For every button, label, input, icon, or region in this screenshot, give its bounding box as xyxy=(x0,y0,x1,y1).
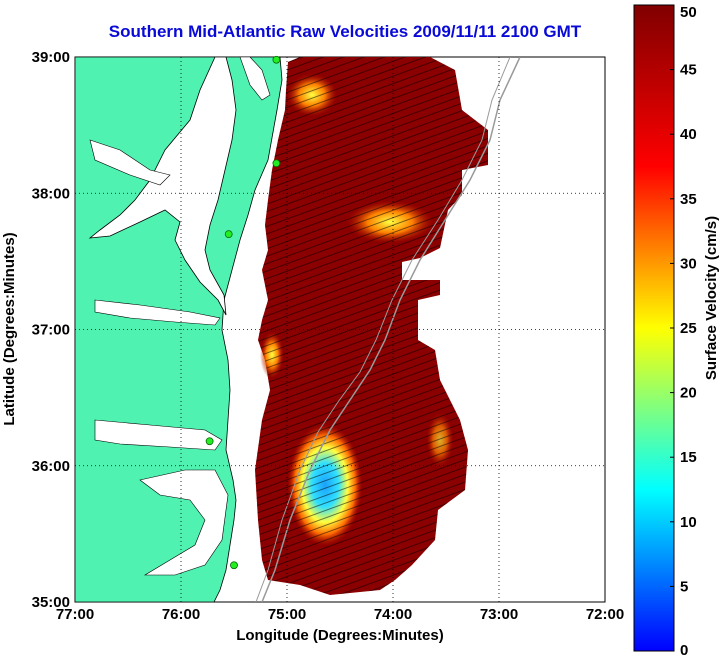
bathymetry-contour xyxy=(261,57,521,602)
y-tick-label: 37:00 xyxy=(32,322,70,339)
x-tick-label: 74:00 xyxy=(374,606,412,623)
y-axis-label: Latitude (Degrees:Minutes) xyxy=(1,232,18,425)
y-tick-labels: 39:00 38:00 37:00 36:00 35:00 xyxy=(32,49,70,611)
graticule xyxy=(75,57,605,602)
station-marker xyxy=(205,437,214,446)
potomac-river xyxy=(89,139,171,186)
delaware-bay xyxy=(239,57,271,101)
station-markers xyxy=(205,55,281,570)
x-tick-label: 77:00 xyxy=(56,606,94,623)
x-tick-labels: 77:00 76:00 75:00 74:00 73:00 72:00 xyxy=(56,606,624,623)
colorbar-tick-label: 45 xyxy=(680,62,697,79)
land-mass xyxy=(75,57,283,602)
chart-title: Southern Mid-Atlantic Raw Velocities 200… xyxy=(108,22,582,41)
colorbar-tick-label: 20 xyxy=(680,385,697,402)
x-tick-label: 75:00 xyxy=(268,606,306,623)
y-tick-label: 35:00 xyxy=(32,594,70,611)
station-marker xyxy=(272,159,281,168)
colorbar-tick-label: 5 xyxy=(680,578,688,595)
pamlico-sound xyxy=(139,469,229,576)
y-tick-label: 36:00 xyxy=(32,458,70,475)
colorbar-tick-label: 35 xyxy=(680,191,697,208)
colorbar-tick-label: 0 xyxy=(680,642,688,659)
x-tick-label: 72:00 xyxy=(586,606,624,623)
station-marker xyxy=(224,230,233,239)
x-tick-label: 73:00 xyxy=(480,606,518,623)
colorbar-tick-label: 30 xyxy=(680,255,697,272)
y-tick-label: 38:00 xyxy=(32,185,70,202)
x-axis-label: Longitude (Degrees:Minutes) xyxy=(236,627,444,644)
station-marker xyxy=(230,561,238,570)
colorbar-tick-label: 40 xyxy=(680,126,697,143)
velocity-arrows xyxy=(255,57,488,595)
colorbar-tick-label: 15 xyxy=(680,449,697,466)
bathymetry-contour-shelf xyxy=(255,57,511,602)
colorbar-tick-label: 50 xyxy=(680,4,697,21)
station-marker xyxy=(272,55,281,64)
x-tick-label: 76:00 xyxy=(162,606,200,623)
colorbar-tick-label: 25 xyxy=(680,320,697,337)
colorbar-label: Surface Velocity (cm/s) xyxy=(703,216,720,380)
james-river xyxy=(94,299,221,326)
colorbar-tick-label: 10 xyxy=(680,514,697,531)
colorbar xyxy=(633,4,675,652)
albemarle-sound xyxy=(94,419,223,451)
y-tick-label: 39:00 xyxy=(32,49,70,66)
